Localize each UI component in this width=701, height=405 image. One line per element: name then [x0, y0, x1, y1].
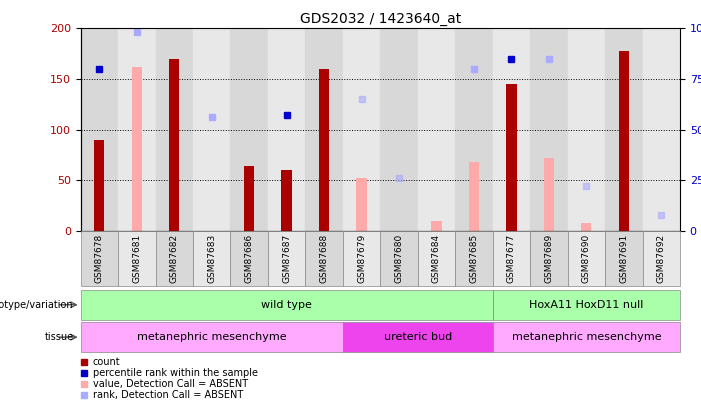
Bar — [118, 231, 156, 286]
Bar — [282, 170, 292, 231]
Bar — [643, 28, 680, 231]
Bar — [343, 322, 493, 352]
Bar — [568, 28, 605, 231]
Bar — [193, 28, 231, 231]
Bar — [568, 231, 605, 286]
Bar — [431, 221, 442, 231]
Bar — [193, 231, 231, 286]
Text: GSM87680: GSM87680 — [395, 234, 404, 283]
Text: metanephric mesenchyme: metanephric mesenchyme — [137, 332, 287, 342]
Bar — [544, 158, 554, 231]
Bar — [356, 178, 367, 231]
Bar — [506, 84, 517, 231]
Text: GSM87681: GSM87681 — [132, 234, 142, 283]
Text: GSM87692: GSM87692 — [657, 234, 666, 283]
Text: count: count — [93, 357, 121, 367]
Bar — [319, 69, 329, 231]
Text: metanephric mesenchyme: metanephric mesenchyme — [512, 332, 661, 342]
Text: GSM87691: GSM87691 — [619, 234, 628, 283]
Bar — [455, 231, 493, 286]
Bar — [581, 223, 592, 231]
Bar — [381, 28, 418, 231]
Text: rank, Detection Call = ABSENT: rank, Detection Call = ABSENT — [93, 390, 243, 401]
Bar — [94, 140, 104, 231]
Bar — [469, 162, 479, 231]
Text: ureteric bud: ureteric bud — [383, 332, 452, 342]
Text: GSM87679: GSM87679 — [357, 234, 366, 283]
Bar — [169, 59, 179, 231]
Text: HoxA11 HoxD11 null: HoxA11 HoxD11 null — [529, 300, 644, 310]
Text: GSM87682: GSM87682 — [170, 234, 179, 283]
Text: GSM87684: GSM87684 — [432, 234, 441, 283]
Bar — [81, 231, 118, 286]
Bar — [231, 28, 268, 231]
Text: GSM87686: GSM87686 — [245, 234, 254, 283]
Bar — [493, 231, 530, 286]
Bar — [530, 28, 568, 231]
Text: wild type: wild type — [261, 300, 312, 310]
Bar — [618, 51, 629, 231]
Bar — [81, 322, 343, 352]
Text: GSM87688: GSM87688 — [320, 234, 329, 283]
Text: GSM87677: GSM87677 — [507, 234, 516, 283]
Bar — [455, 28, 493, 231]
Bar — [418, 231, 455, 286]
Bar — [530, 231, 568, 286]
Bar — [381, 231, 418, 286]
Bar — [118, 28, 156, 231]
Bar — [643, 231, 680, 286]
Bar — [605, 28, 643, 231]
Text: value, Detection Call = ABSENT: value, Detection Call = ABSENT — [93, 379, 248, 389]
Bar — [268, 231, 306, 286]
Text: percentile rank within the sample: percentile rank within the sample — [93, 368, 258, 378]
Bar — [268, 28, 306, 231]
Bar — [493, 28, 530, 231]
Bar — [306, 28, 343, 231]
Text: GSM87690: GSM87690 — [582, 234, 591, 283]
Bar — [493, 290, 680, 320]
Bar — [231, 231, 268, 286]
Text: tissue: tissue — [44, 332, 74, 342]
Bar — [244, 166, 254, 231]
Bar — [81, 290, 493, 320]
Bar — [343, 28, 381, 231]
Bar — [493, 322, 680, 352]
Bar — [418, 28, 455, 231]
Bar — [81, 28, 118, 231]
Bar — [156, 231, 193, 286]
Text: GSM87687: GSM87687 — [282, 234, 291, 283]
Bar — [156, 28, 193, 231]
Text: genotype/variation: genotype/variation — [0, 300, 74, 310]
Text: GSM87678: GSM87678 — [95, 234, 104, 283]
Bar — [605, 231, 643, 286]
Text: GSM87683: GSM87683 — [207, 234, 216, 283]
Bar — [132, 67, 142, 231]
Text: GSM87685: GSM87685 — [470, 234, 479, 283]
Bar — [306, 231, 343, 286]
Bar — [343, 231, 381, 286]
Text: GSM87689: GSM87689 — [545, 234, 553, 283]
Title: GDS2032 / 1423640_at: GDS2032 / 1423640_at — [299, 12, 461, 26]
